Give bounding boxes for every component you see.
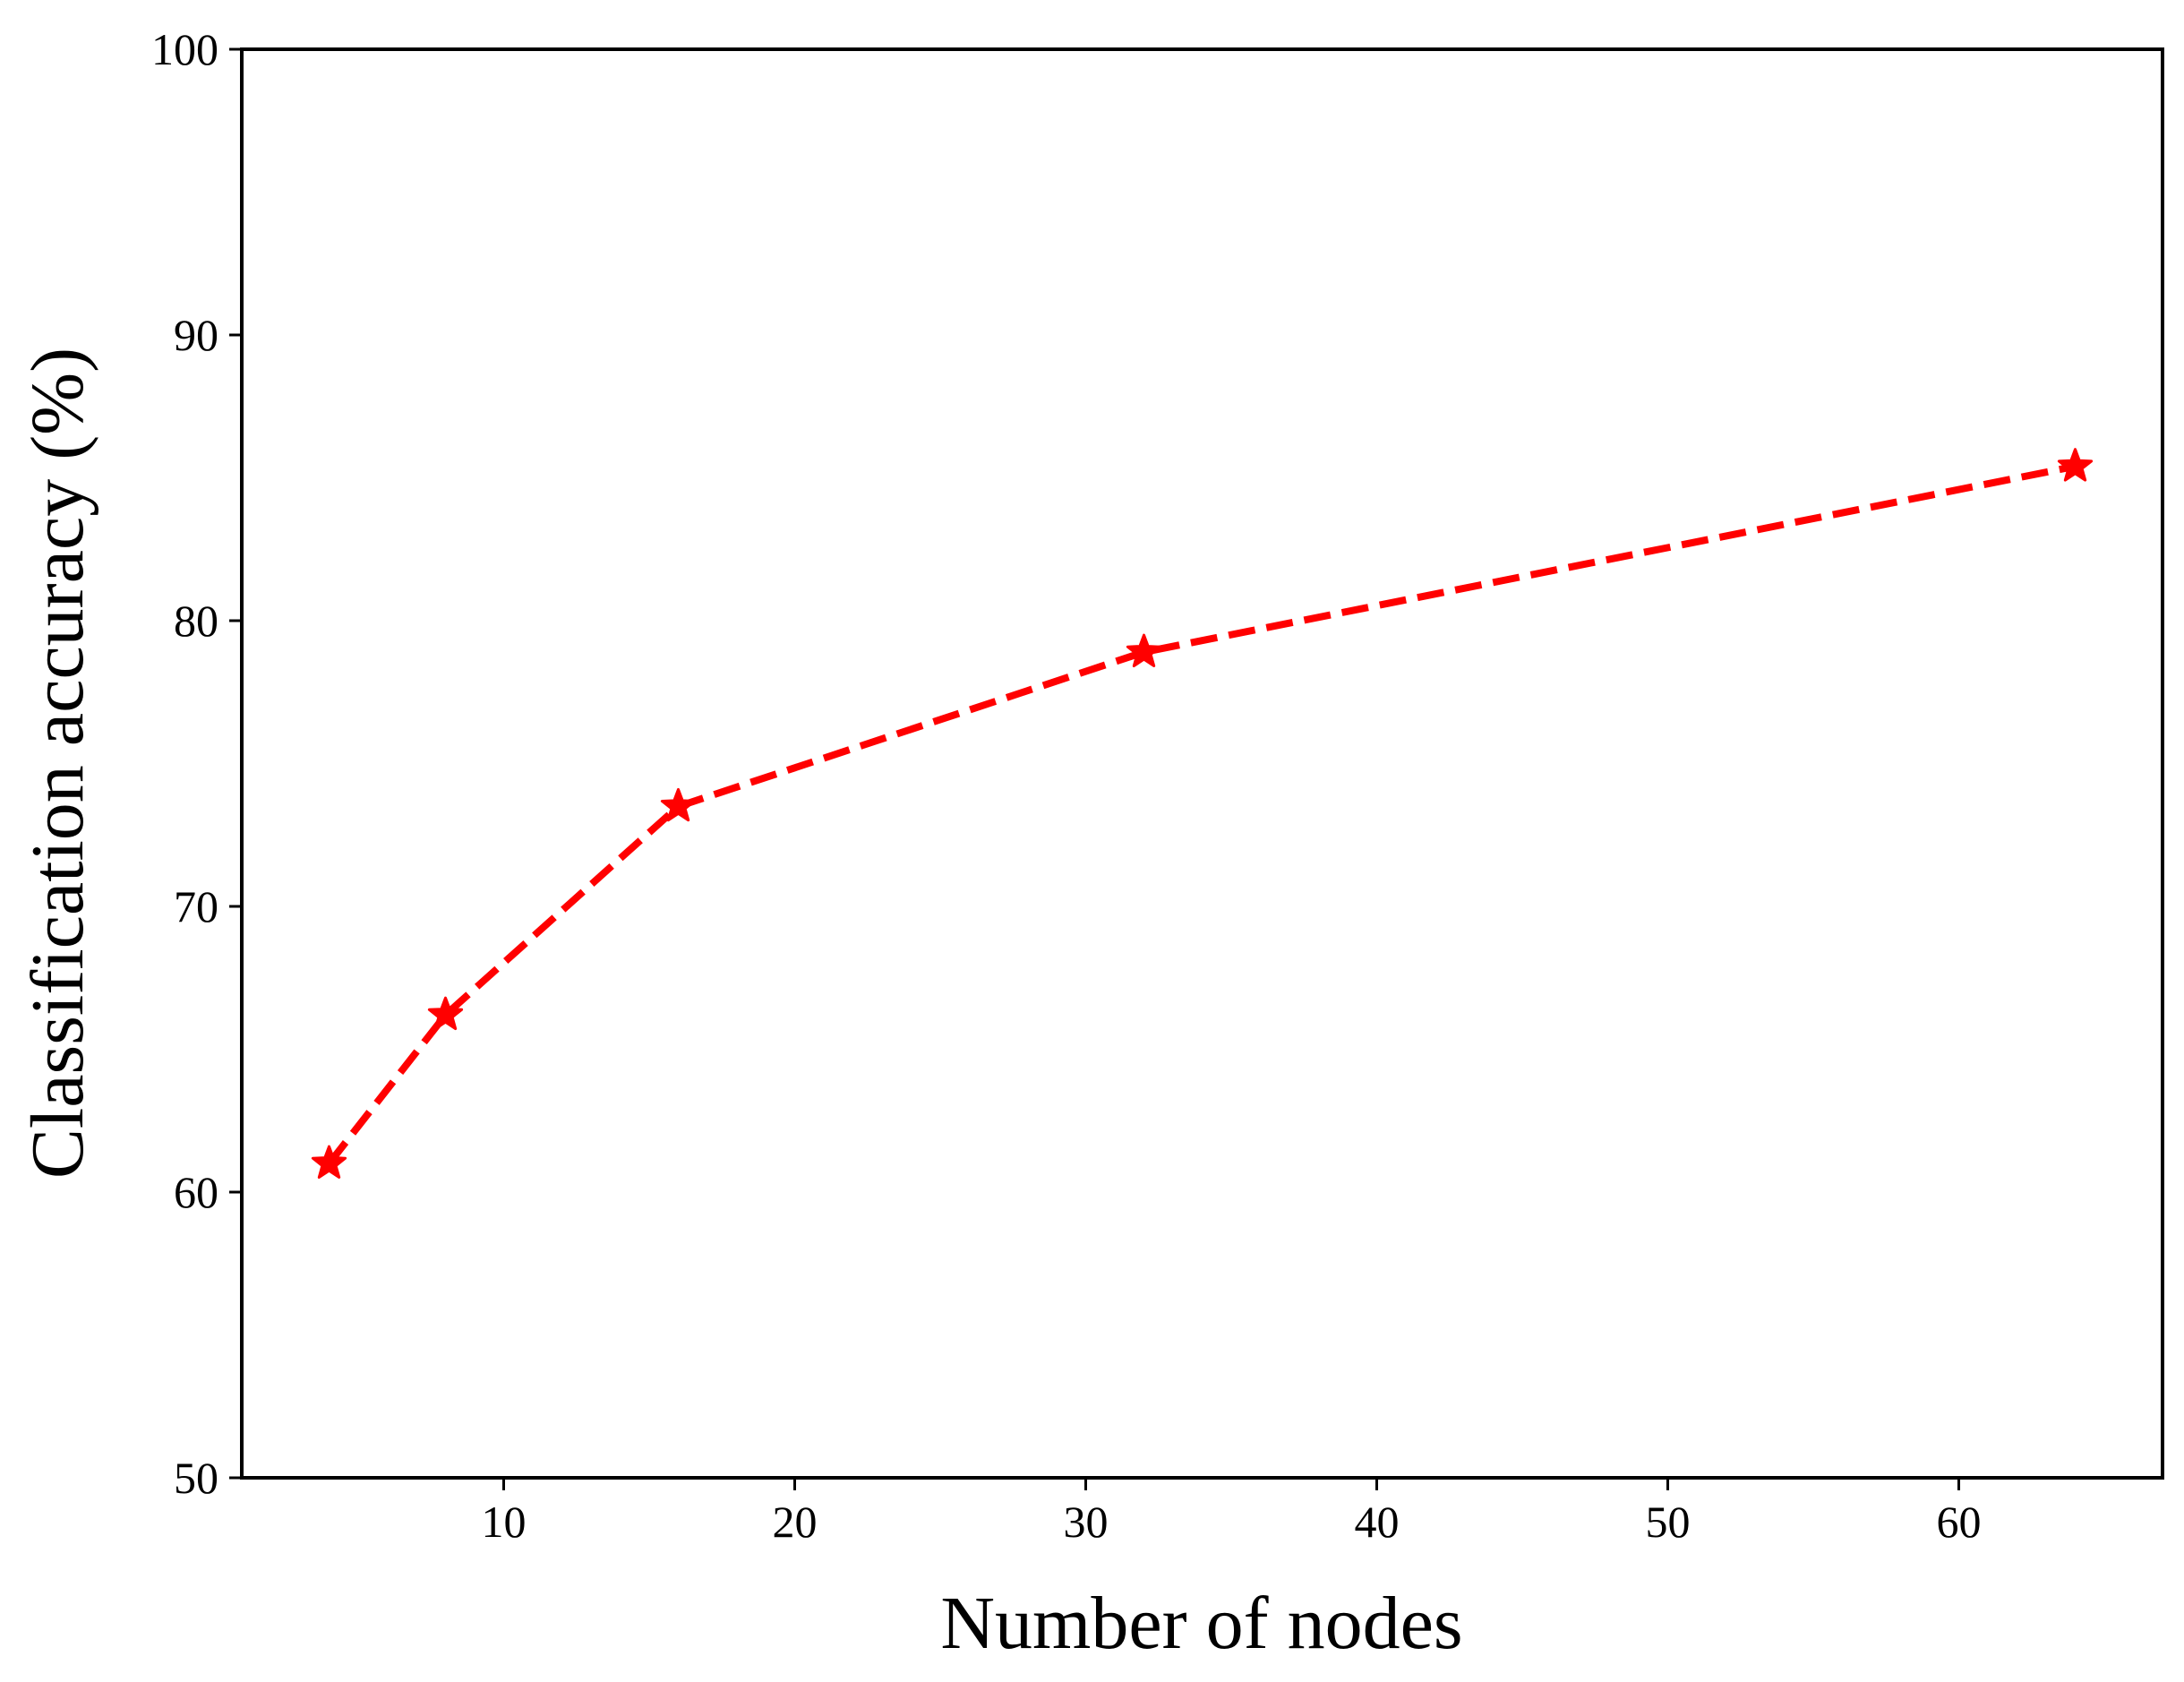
data-point-star bbox=[311, 1145, 347, 1179]
axis-ticks: 10 20 30 40 50 60 50 60 70 80 90 100 bbox=[151, 24, 1982, 1547]
x-tick-label: 40 bbox=[1355, 1497, 1400, 1547]
x-tick-label: 60 bbox=[1937, 1497, 1982, 1547]
y-tick-label: 100 bbox=[151, 24, 218, 74]
y-tick-label: 50 bbox=[174, 1453, 218, 1503]
y-axis-label: Classification accuracy (%) bbox=[16, 348, 99, 1179]
x-tick-label: 10 bbox=[482, 1497, 527, 1547]
data-point-star bbox=[1126, 633, 1162, 667]
data-point-star bbox=[427, 996, 464, 1031]
data-point-star bbox=[660, 787, 697, 822]
x-tick-label: 30 bbox=[1064, 1497, 1109, 1547]
x-tick-label: 50 bbox=[1646, 1497, 1691, 1547]
data-point-star bbox=[2057, 448, 2094, 482]
x-tick-label: 20 bbox=[773, 1497, 818, 1547]
x-axis-label: Number of nodes bbox=[940, 1582, 1462, 1665]
y-tick-label: 70 bbox=[174, 881, 218, 931]
y-tick-label: 80 bbox=[174, 596, 218, 646]
series-layer bbox=[311, 448, 2094, 1179]
y-tick-label: 60 bbox=[174, 1167, 218, 1217]
y-tick-label: 90 bbox=[174, 310, 218, 360]
plot-frame bbox=[240, 47, 2164, 1480]
